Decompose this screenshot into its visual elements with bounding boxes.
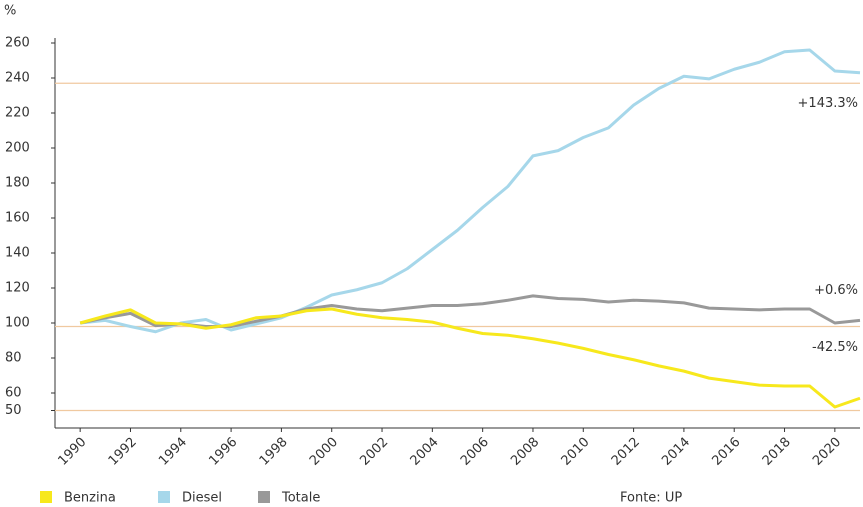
legend-label: Diesel xyxy=(182,491,222,506)
series-line xyxy=(80,48,861,334)
x-tick-label: 1990 xyxy=(55,435,89,469)
x-tick-label: 2000 xyxy=(307,435,341,469)
x-tick-label: 2004 xyxy=(408,435,442,469)
x-tick-label: 2014 xyxy=(659,435,693,469)
annotation: -42.5% xyxy=(812,340,858,355)
x-tick-label: 1992 xyxy=(106,435,140,469)
y-tick-label: 50 xyxy=(5,403,22,418)
x-tick-label: 2010 xyxy=(559,435,593,469)
legend-label: Totale xyxy=(281,491,320,506)
y-tick-label: 240 xyxy=(5,71,30,86)
legend-label: Benzina xyxy=(64,491,116,506)
x-tick-label: 1994 xyxy=(156,435,190,469)
legend-swatch xyxy=(258,491,270,503)
x-tick-label: 2016 xyxy=(710,435,744,469)
series-line xyxy=(79,307,861,409)
x-tick-label: 2020 xyxy=(810,435,844,469)
x-tick-label: 1998 xyxy=(257,435,291,469)
legend-swatch xyxy=(40,491,52,503)
x-tick-label: 1996 xyxy=(206,435,240,469)
x-tick-label: 2002 xyxy=(357,435,391,469)
x-tick-label: 2012 xyxy=(609,435,643,469)
x-tick-label: 2018 xyxy=(760,435,794,469)
annotation: +0.6% xyxy=(814,283,858,298)
y-tick-label: 60 xyxy=(5,386,22,401)
y-tick-label: 80 xyxy=(5,351,22,366)
y-tick-label: 260 xyxy=(5,36,30,51)
source: Fonte: UP xyxy=(620,491,682,506)
y-tick-label: 120 xyxy=(5,281,30,296)
x-tick-label: 2006 xyxy=(458,435,492,469)
y-axis-label: % xyxy=(4,4,16,19)
y-tick-label: 220 xyxy=(5,106,30,121)
y-tick-label: 100 xyxy=(5,316,30,331)
x-tick-label: 2008 xyxy=(508,435,542,469)
annotation: +143.3% xyxy=(798,96,858,111)
y-tick-label: 180 xyxy=(5,176,30,191)
y-tick-label: 200 xyxy=(5,141,30,156)
y-tick-label: 160 xyxy=(5,211,30,226)
legend-swatch xyxy=(158,491,170,503)
y-tick-label: 140 xyxy=(5,246,30,261)
